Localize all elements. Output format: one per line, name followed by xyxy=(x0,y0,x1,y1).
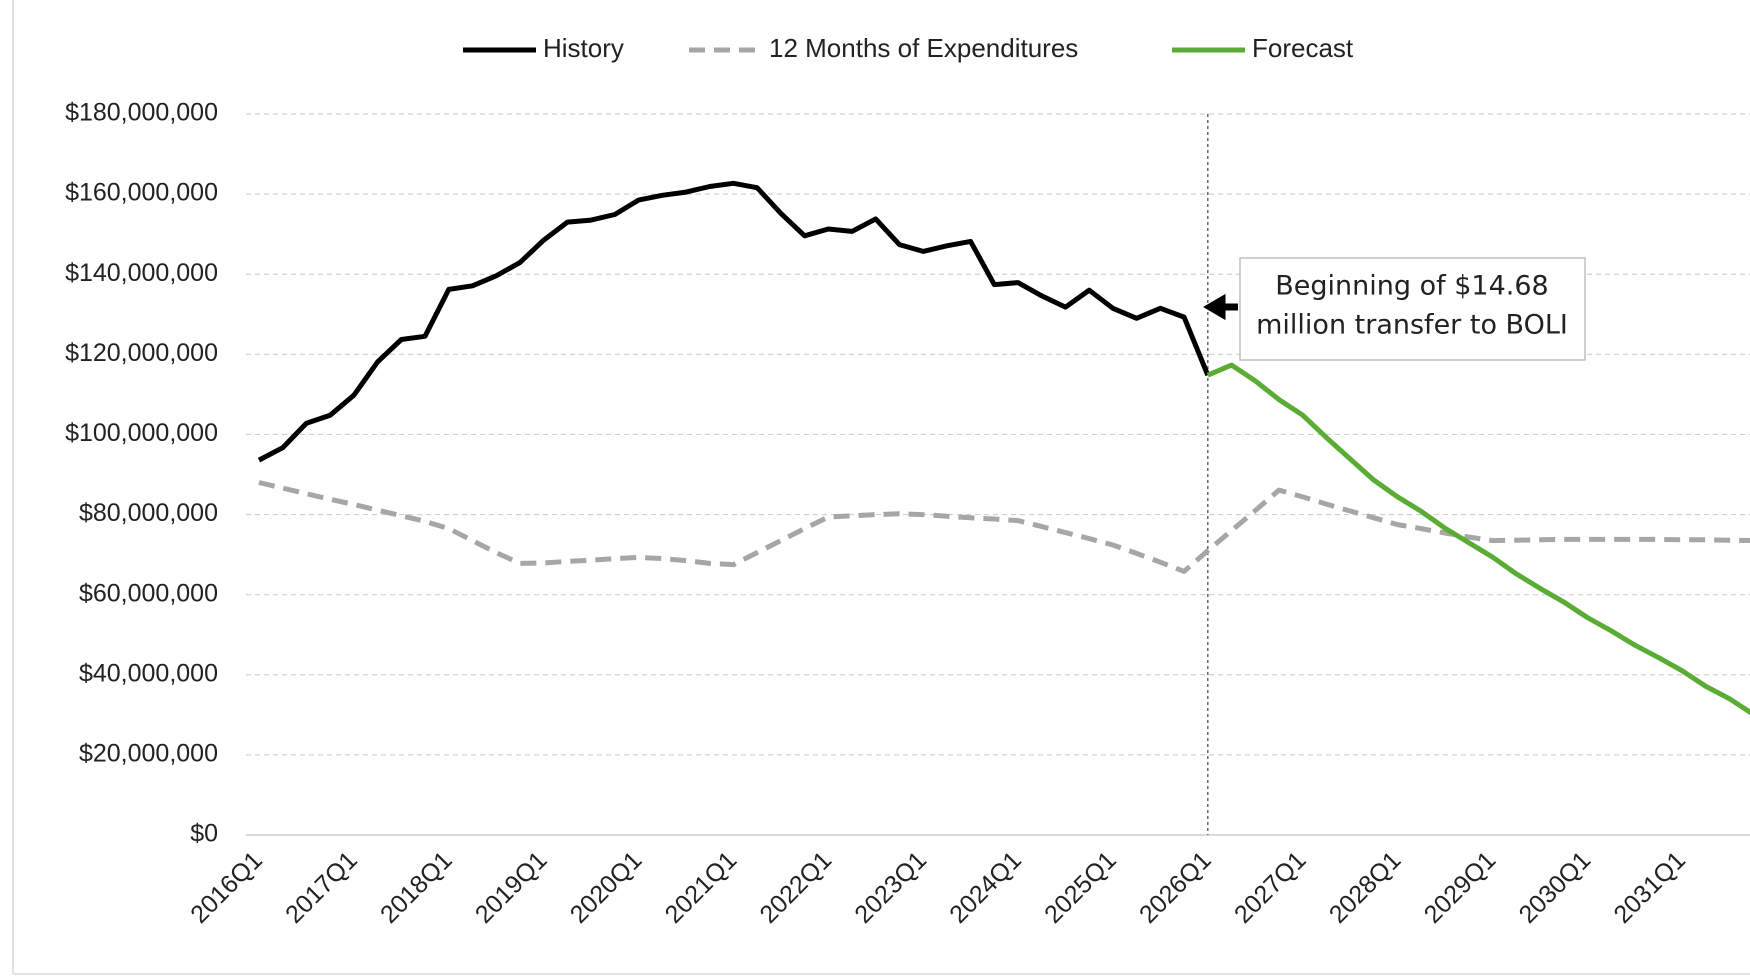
y-tick-label: $100,000,000 xyxy=(65,419,218,447)
legend-label: History xyxy=(543,33,624,63)
x-tick-label: 2030Q1 xyxy=(1514,846,1597,929)
y-tick-label: $60,000,000 xyxy=(79,579,218,607)
y-tick-label: $160,000,000 xyxy=(65,179,218,207)
x-tick-label: 2024Q1 xyxy=(944,846,1027,929)
y-tick-label: $120,000,000 xyxy=(65,339,218,367)
series-line xyxy=(257,180,1211,463)
series-line xyxy=(258,480,1750,574)
x-tick-label: 2021Q1 xyxy=(660,846,743,929)
x-tick-label: 2031Q1 xyxy=(1608,846,1691,929)
legend-label: 12 Months of Expenditures xyxy=(769,33,1078,63)
legend-label: Forecast xyxy=(1252,33,1354,63)
x-tick-label: 2029Q1 xyxy=(1419,846,1502,929)
x-tick-label: 2028Q1 xyxy=(1324,846,1407,929)
annotation-box xyxy=(1239,257,1586,361)
x-tick-label: 2019Q1 xyxy=(470,846,553,929)
y-tick-label: $80,000,000 xyxy=(79,499,218,527)
series-line xyxy=(1206,362,1750,716)
x-tick-label: 2027Q1 xyxy=(1229,846,1312,929)
y-tick-label: $180,000,000 xyxy=(65,99,218,127)
annotation-text: Beginning of $14.68 xyxy=(1275,271,1548,302)
x-tick-label: 2020Q1 xyxy=(565,846,648,929)
x-tick-label: 2017Q1 xyxy=(280,846,363,929)
annotation-arrow xyxy=(1203,293,1238,321)
x-tick-label: 2016Q1 xyxy=(185,846,268,929)
y-tick-label: $140,000,000 xyxy=(65,259,218,287)
y-tick-label: $40,000,000 xyxy=(79,659,218,687)
x-tick-label: 2026Q1 xyxy=(1134,846,1217,929)
x-tick-label: 2018Q1 xyxy=(375,846,458,929)
x-tick-label: 2025Q1 xyxy=(1039,846,1122,929)
y-tick-label: $0 xyxy=(190,820,218,848)
annotation-text: million transfer to BOLI xyxy=(1256,310,1568,341)
x-tick-label: 2022Q1 xyxy=(754,846,837,929)
x-tick-label: 2023Q1 xyxy=(849,846,932,929)
y-tick-label: $20,000,000 xyxy=(79,739,218,767)
